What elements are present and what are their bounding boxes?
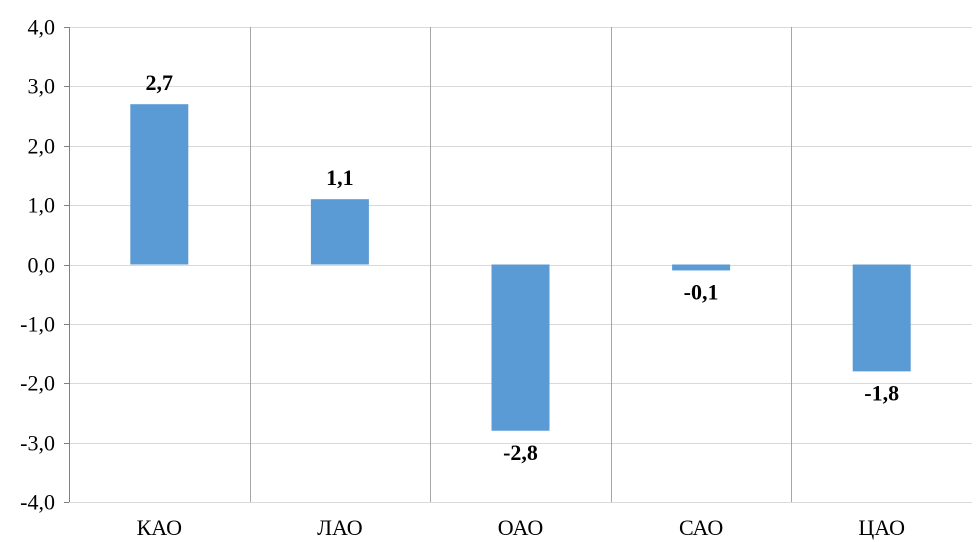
y-tick-label: 4,0 bbox=[28, 15, 56, 40]
axes bbox=[64, 27, 70, 503]
y-tick-label: -3,0 bbox=[20, 431, 55, 456]
x-category-label: ОАО bbox=[498, 515, 543, 540]
bars bbox=[130, 104, 911, 431]
category-separators bbox=[250, 27, 792, 502]
bar-ОАО bbox=[491, 264, 550, 431]
x-category-label: ЦАО bbox=[858, 515, 905, 540]
y-tick-label: -4,0 bbox=[20, 490, 55, 515]
bar-ЛАО bbox=[310, 199, 369, 265]
y-tick-label: 1,0 bbox=[28, 193, 56, 218]
data-label: 1,1 bbox=[326, 165, 354, 190]
x-category-label: ЛАО bbox=[317, 515, 363, 540]
data-labels: 2,7 1,1 -2,8 -0,1 -1,8 bbox=[146, 70, 900, 465]
y-tick-label: -1,0 bbox=[20, 312, 55, 337]
y-tick-labels: 4,0 3,0 2,0 1,0 0,0 -1,0 -2,0 -3,0 -4,0 bbox=[20, 15, 55, 515]
data-label: 2,7 bbox=[146, 70, 174, 95]
y-tick-label: 0,0 bbox=[28, 253, 56, 278]
bar-ЦАО bbox=[852, 264, 911, 372]
bar-САО bbox=[672, 264, 731, 271]
y-tick-label: 3,0 bbox=[28, 74, 56, 99]
y-tick-label: 2,0 bbox=[28, 134, 56, 159]
bar-КАО bbox=[130, 104, 189, 265]
data-label: -0,1 bbox=[684, 279, 719, 304]
x-category-label: САО bbox=[679, 515, 723, 540]
y-tick-label: -2,0 bbox=[20, 371, 55, 396]
x-category-label: КАО bbox=[137, 515, 182, 540]
data-label: -2,8 bbox=[503, 440, 538, 465]
data-label: -1,8 bbox=[864, 380, 899, 405]
x-category-labels: КАО ЛАО ОАО САО ЦАО bbox=[137, 515, 905, 540]
